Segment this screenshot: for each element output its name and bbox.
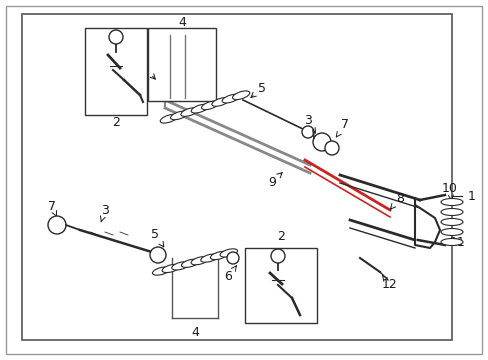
Bar (22, 14, 451, 340)
Text: 6: 6 (224, 266, 236, 284)
Text: 4: 4 (178, 15, 185, 28)
Text: 9: 9 (267, 173, 282, 189)
Ellipse shape (201, 101, 218, 110)
Circle shape (325, 141, 338, 155)
Text: 7: 7 (48, 201, 57, 216)
Text: 7: 7 (336, 118, 348, 137)
Ellipse shape (220, 249, 237, 257)
Ellipse shape (171, 262, 189, 270)
Ellipse shape (181, 108, 198, 116)
Circle shape (150, 247, 165, 263)
Text: 8: 8 (390, 192, 403, 209)
Circle shape (48, 216, 66, 234)
Ellipse shape (440, 238, 462, 246)
Text: 5: 5 (250, 81, 265, 98)
Ellipse shape (170, 111, 187, 120)
Ellipse shape (191, 104, 208, 113)
Text: 11: 11 (449, 235, 465, 248)
Ellipse shape (160, 114, 177, 123)
Bar (244, 248, 316, 323)
Circle shape (226, 252, 239, 264)
Ellipse shape (222, 94, 239, 103)
Ellipse shape (440, 219, 462, 225)
Circle shape (302, 126, 313, 138)
Text: 3: 3 (304, 113, 315, 133)
Ellipse shape (210, 251, 227, 260)
Ellipse shape (162, 264, 179, 273)
Ellipse shape (191, 257, 208, 265)
Ellipse shape (440, 198, 462, 206)
Ellipse shape (211, 98, 229, 106)
Ellipse shape (201, 254, 218, 262)
Text: 2: 2 (112, 117, 120, 130)
Text: 6: 6 (140, 60, 155, 79)
Text: 3: 3 (100, 203, 109, 222)
Text: 10: 10 (441, 181, 457, 201)
Ellipse shape (232, 91, 249, 100)
Text: 5: 5 (151, 228, 163, 247)
Circle shape (270, 249, 285, 263)
Circle shape (312, 133, 330, 151)
Text: 12: 12 (381, 275, 397, 292)
Text: 1: 1 (467, 189, 475, 202)
Bar (85, 28, 147, 115)
Text: 2: 2 (277, 230, 285, 243)
Bar (148, 28, 216, 101)
Ellipse shape (181, 259, 199, 267)
Ellipse shape (440, 208, 462, 216)
Circle shape (109, 30, 123, 44)
Ellipse shape (440, 229, 462, 235)
Ellipse shape (152, 267, 170, 275)
Text: 4: 4 (191, 325, 199, 338)
